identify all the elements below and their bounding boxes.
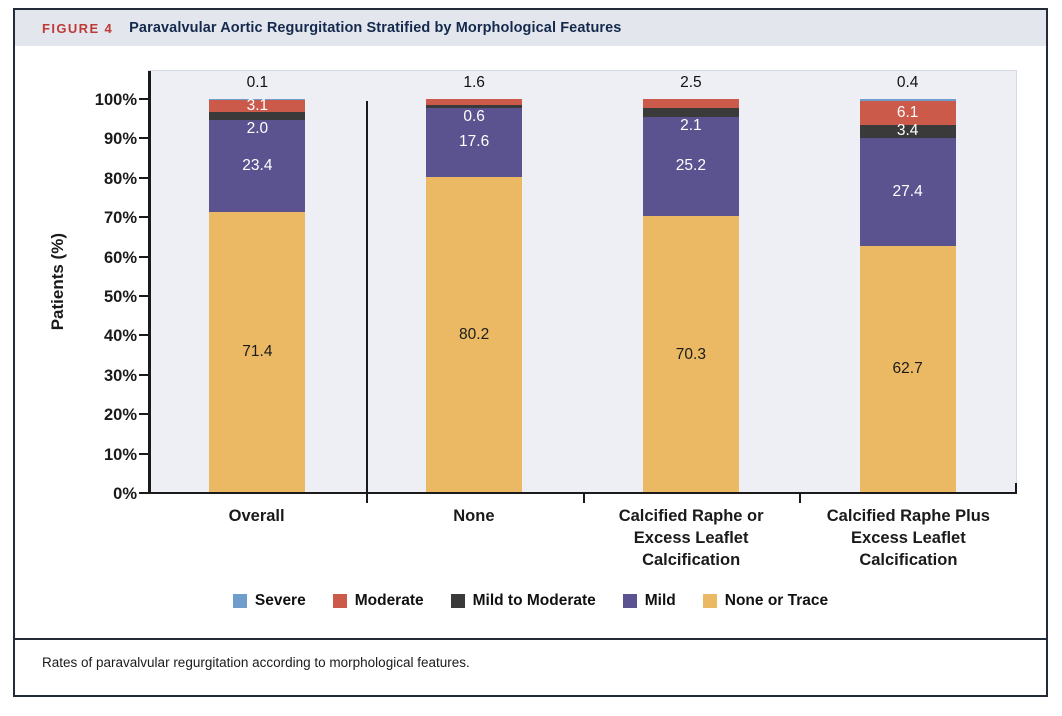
y-tick-label: 0%	[113, 485, 137, 503]
bar-segment: 2.1	[642, 108, 739, 133]
y-tick-mark	[139, 176, 148, 179]
y-axis-title-wrap: Patients (%)	[43, 70, 73, 494]
y-tick-label: 50%	[103, 288, 137, 306]
bar-top-value-label: 0.1	[246, 74, 269, 91]
x-category-label: None	[453, 507, 495, 525]
bar-segment: 71.4	[209, 211, 306, 493]
x-category-label: Calcified Raphe Plus Excess Leaflet Calc…	[826, 507, 990, 569]
y-tick-mark	[139, 413, 148, 416]
bar-segment	[859, 99, 956, 101]
y-tick-label: 80%	[103, 169, 137, 188]
legend-item: Moderate	[332, 592, 424, 610]
bar-segment: 25.2	[642, 116, 739, 217]
bar-3: 70.3 25.2 2.1	[642, 98, 739, 493]
segment-value-label: 6.1	[896, 103, 919, 121]
bar-2: 80.2 17.6 0.6	[426, 99, 523, 493]
x-axis-labels: Overall None Calcified Raphe or Excess Lea…	[148, 506, 1017, 571]
legend-label: Severe	[254, 592, 306, 609]
x-axis-end-tick	[1014, 483, 1017, 494]
y-tick-mark	[139, 98, 148, 100]
legend-label: Moderate	[354, 592, 424, 609]
segment-value-label: 70.3	[675, 345, 706, 363]
legend-item: Mild to Moderate	[450, 592, 596, 610]
y-tick-mark	[139, 295, 148, 297]
bar-segment	[642, 98, 739, 109]
legend-swatch-icon	[622, 594, 637, 608]
bar-1: 71.4 23.4 2.0 3.1	[209, 96, 306, 493]
bar-segment: 6.1	[859, 100, 956, 125]
legend: Severe Moderate Mild to Moderate Mild None o…	[15, 592, 1046, 610]
y-tick-label: 30%	[103, 366, 137, 385]
bar-segment: 27.4	[859, 138, 956, 246]
bar-segment: 3.4	[859, 122, 956, 140]
segment-value-label: 23.4	[242, 156, 273, 174]
figure-number-label: FIGURE 4	[42, 20, 114, 36]
figure-title: Paravalvular Aortic Regurgitation Strati…	[129, 20, 622, 36]
segment-value-label: 17.6	[459, 133, 490, 151]
legend-swatch-icon	[702, 594, 717, 608]
segment-value-label: 3.1	[246, 96, 269, 114]
y-axis-title: Patients (%)	[48, 233, 67, 331]
segment-value-label: 2.0	[246, 119, 269, 137]
bar-segment: 23.4	[209, 119, 306, 212]
figure-header: FIGURE 4 Paravalvular Aortic Regurgitati…	[15, 10, 1046, 46]
segment-value-label: 71.4	[242, 343, 273, 361]
x-category-label: Calcified Raphe or Excess Leaflet Calcif…	[618, 507, 764, 569]
legend-label: Mild to Moderate	[472, 592, 596, 609]
bar-segment: 62.7	[859, 245, 956, 493]
y-tick-mark	[139, 334, 148, 337]
segment-value-label: 27.4	[892, 182, 923, 200]
bar-segment: 3.1	[209, 96, 306, 114]
figure-panel: FIGURE 4 Paravalvular Aortic Regurgitati…	[13, 8, 1048, 697]
segment-value-label: 80.2	[459, 326, 490, 343]
bar-top-value-label: 1.6	[463, 74, 485, 91]
bar-top-value-label: 2.5	[680, 73, 702, 91]
y-tick-mark	[139, 216, 148, 219]
y-tick-mark	[139, 373, 148, 376]
legend-item: Mild	[622, 592, 676, 610]
legend-item: Severe	[232, 592, 306, 610]
legend-swatch-icon	[332, 594, 347, 608]
segment-value-label: 3.4	[896, 122, 919, 140]
y-tick-label: 100%	[94, 91, 137, 109]
legend-swatch-icon	[232, 594, 247, 608]
bar-segment: 2.0	[209, 111, 306, 136]
segment-value-label: 2.1	[680, 116, 702, 134]
bar-segment: 17.6	[426, 107, 523, 178]
y-tick-label: 60%	[103, 248, 137, 267]
group-divider-line	[365, 101, 369, 503]
y-tick-label: 10%	[103, 445, 137, 464]
legend-swatch-icon	[450, 594, 465, 608]
legend-label: None or Trace	[724, 592, 829, 609]
figure-caption: Rates of paravalvular regurgitation acco…	[15, 638, 1046, 695]
segment-value-label: 0.6	[463, 107, 485, 125]
segment-value-label: 25.2	[675, 157, 706, 175]
y-tick-mark	[139, 137, 148, 140]
x-axis-line	[147, 491, 1017, 494]
y-tick-label: 20%	[103, 406, 137, 425]
bar-segment: 70.3	[642, 216, 739, 493]
y-axis-line	[148, 71, 151, 494]
chart-region: Patients (%) 0% 10% 20% 30% 40% 50% 60% 70% 80% 9…	[15, 46, 1046, 638]
y-tick-label: 70%	[103, 209, 137, 228]
x-axis-boundary-tick	[799, 493, 802, 503]
y-tick-mark	[139, 452, 148, 455]
bar-segment	[426, 99, 523, 106]
x-category-label: Overall	[228, 507, 285, 525]
bar-top-value-label: 0.4	[896, 74, 919, 91]
y-tick-label: 90%	[103, 130, 137, 149]
x-axis-boundary-tick	[582, 493, 585, 503]
y-tick-label: 40%	[103, 327, 137, 346]
y-tick-mark	[139, 255, 148, 258]
y-tick-mark	[139, 492, 148, 494]
bar-segment: 0.6	[426, 105, 523, 124]
bar-4: 62.7 27.4 3.4 6.1	[859, 99, 956, 493]
legend-item: None or Trace	[702, 592, 829, 610]
y-axis-ticks: 0% 10% 20% 30% 40% 50% 60% 70% 80% 90% 100%	[73, 70, 141, 503]
legend-label: Mild	[644, 592, 676, 609]
bar-segment: 80.2	[426, 177, 523, 493]
plot-area: 71.4 23.4 2.0 3.1 0.1 80.2 17.6 0.6 1.6 70.3 25.2 2…	[139, 70, 1017, 503]
segment-value-label: 62.7	[892, 360, 923, 378]
